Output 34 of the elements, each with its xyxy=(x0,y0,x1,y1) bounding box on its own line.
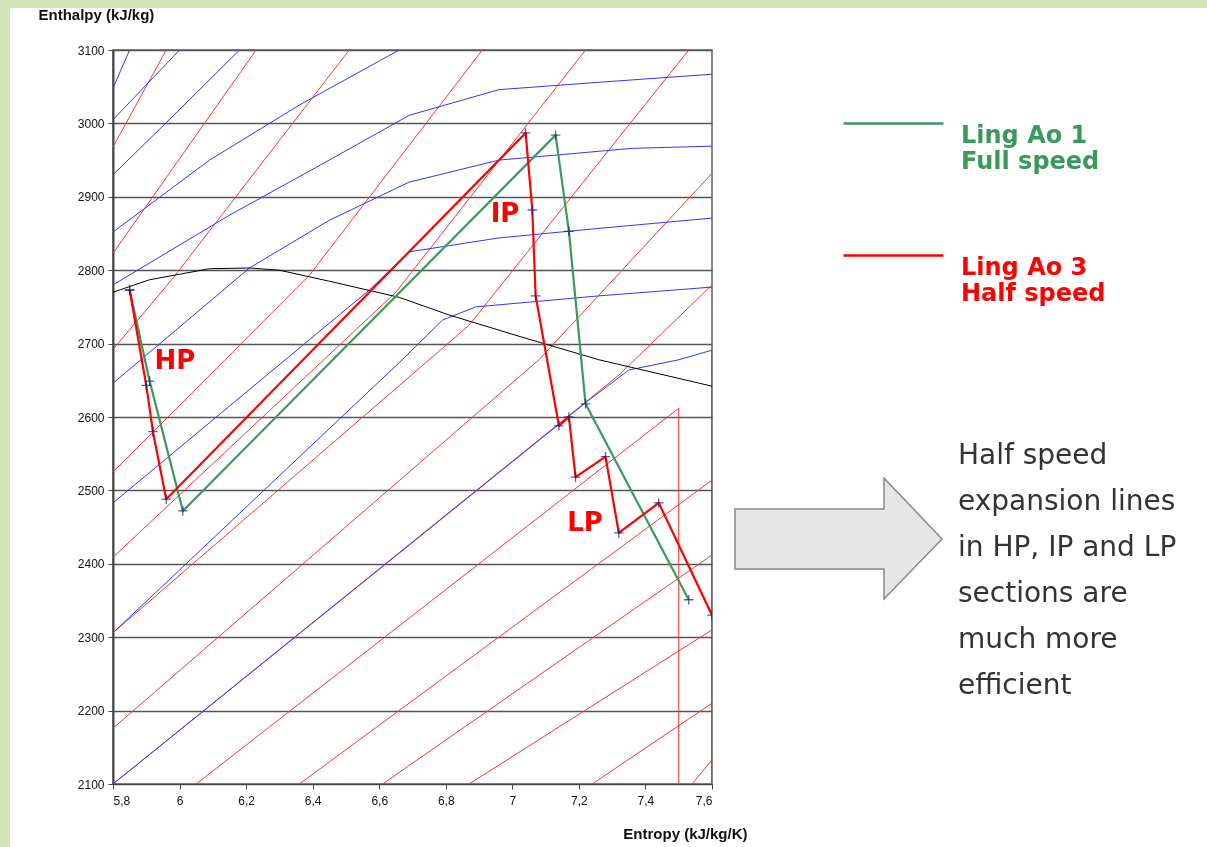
line-series xyxy=(113,73,712,286)
x-tick-label: 6 xyxy=(176,793,184,808)
y-tick-label: 2600 xyxy=(77,410,105,425)
annotation: LP xyxy=(567,507,603,537)
x-tick-label: 7,4 xyxy=(637,793,655,808)
y-tick-label: 3000 xyxy=(77,116,105,131)
line-series xyxy=(113,286,712,634)
x-tick-label: 7,6 xyxy=(695,793,713,808)
y-tick-label: 2300 xyxy=(77,630,105,645)
y-tick-label: 2700 xyxy=(77,337,105,352)
y-tick-label: 2900 xyxy=(77,190,105,205)
x-tick-label: 6,8 xyxy=(437,793,455,808)
y-axis-title: Enthalpy (kJ/kg) xyxy=(38,5,155,23)
x-axis-title: Entropy (kJ/kg/K) xyxy=(623,824,748,842)
x-tick-label: 7 xyxy=(509,793,517,808)
x-tick-label: 5,8 xyxy=(113,793,131,808)
x-tick-label: 6,4 xyxy=(304,793,322,808)
legend-label: Ling Ao 1 Full speed xyxy=(961,120,1100,175)
y-tick-label: 2800 xyxy=(77,263,105,278)
legend-label: Ling Ao 3 Half speed xyxy=(961,252,1106,307)
y-tick-label: 2100 xyxy=(77,777,105,792)
y-tick-label: 3100 xyxy=(77,43,105,58)
annotation: IP xyxy=(490,198,520,228)
y-tick-label: 2400 xyxy=(77,557,105,572)
x-tick-label: 6,6 xyxy=(371,793,389,808)
y-tick-label: 2500 xyxy=(77,483,105,498)
line-series xyxy=(113,50,400,233)
y-tick-label: 2200 xyxy=(77,704,105,719)
x-tick-label: 7,2 xyxy=(571,793,589,808)
text: Half speed expansion lines in HP, IP and LP sections are much more efficient xyxy=(958,437,1178,703)
line-series xyxy=(113,145,712,384)
annotation: HP xyxy=(154,345,196,375)
x-tick-label: 6,2 xyxy=(238,793,256,808)
line-series xyxy=(113,267,712,387)
